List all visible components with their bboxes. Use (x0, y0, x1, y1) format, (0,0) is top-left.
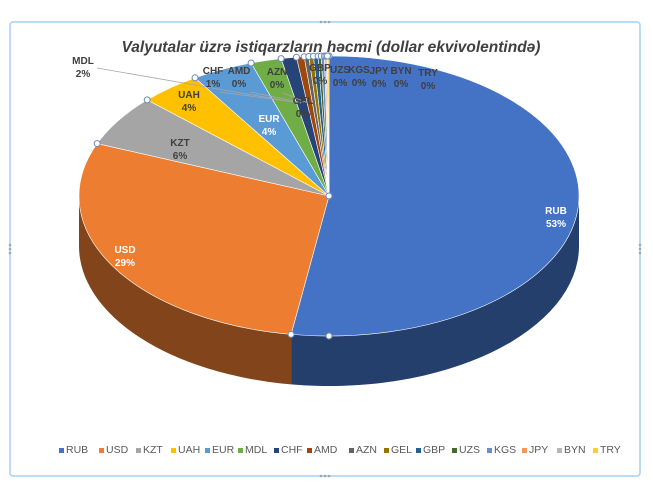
legend-swatch-kgs (487, 448, 492, 453)
legend-swatch-mdl (238, 448, 243, 453)
slice-handle-usd[interactable] (287, 330, 295, 338)
slice-handle-kzt[interactable] (93, 140, 101, 148)
data-label-name-azn: AZN (267, 67, 288, 78)
legend-label-kzt: KZT (143, 444, 163, 456)
legend-swatch-amd (307, 448, 312, 453)
legend-swatch-uah (171, 448, 176, 453)
legend-swatch-gel (384, 448, 389, 453)
slice-rub[interactable] (290, 55, 580, 337)
leader-line-amd (249, 91, 305, 104)
data-label-name-usd: USD (114, 245, 135, 256)
data-label-name-gel: GEL (293, 96, 314, 107)
data-label-value-eur: 4% (262, 127, 277, 138)
data-label-value-try: 0% (421, 81, 436, 92)
legend-label-uzs: UZS (459, 444, 480, 456)
legend-label-jpy: JPY (529, 444, 548, 456)
legend-label-byn: BYN (564, 444, 586, 456)
data-label-value-mdl: 2% (76, 69, 91, 80)
data-label-name-byn: BYN (390, 66, 411, 77)
slice-handle-bottom[interactable] (325, 332, 333, 340)
data-label-value-kzt: 6% (173, 151, 188, 162)
data-label-value-kgs: 0% (352, 78, 367, 89)
legend-label-azn: AZN (356, 444, 377, 456)
legend-label-eur: EUR (212, 444, 235, 456)
legend-label-gbp: GBP (423, 444, 445, 456)
leader-line-azn (282, 92, 309, 104)
data-label-value-chf: 1% (206, 79, 221, 90)
data-label-value-azn: 0% (270, 80, 285, 91)
legend-swatch-uzs (452, 448, 457, 453)
slice-handle-eur[interactable] (191, 74, 199, 82)
data-label-name-mdl: MDL (72, 56, 94, 67)
legend-label-mdl: MDL (245, 444, 267, 456)
data-label-name-jpy: JPY (370, 66, 389, 77)
slice-handle-chf[interactable] (277, 55, 285, 63)
data-label-name-eur: EUR (258, 114, 280, 125)
data-label-value-jpy: 0% (372, 79, 387, 90)
leader-lines (96, 67, 309, 104)
data-label-value-uzs: 0% (333, 78, 348, 89)
legend-swatch-eur (205, 448, 210, 453)
legend-label-uah: UAH (178, 444, 200, 456)
legend-swatch-usd (99, 448, 104, 453)
data-label-value-gel: 0% (296, 109, 311, 120)
slice-handle-mdl[interactable] (247, 59, 255, 67)
chart-title: Valyutalar üzrə istiqarzların həcmi (dol… (122, 39, 541, 56)
slice-side-rub[interactable] (291, 196, 579, 386)
resize-handles[interactable] (8, 20, 642, 478)
legend-swatch-jpy (522, 448, 527, 453)
legend-label-kgs: KGS (494, 444, 516, 456)
data-label-name-amd: AMD (228, 66, 251, 77)
data-label-name-uah: UAH (178, 90, 200, 101)
legend-swatch-byn (557, 448, 562, 453)
data-labels: RUB 53% USD 29% KZT 6% UAH 4% EUR 4% MDL 2% CHF 1% AMD… (72, 56, 567, 269)
legend-swatch-gbp (416, 448, 421, 453)
data-label-name-gbp: GBP (309, 63, 331, 74)
legend-swatch-rub (59, 448, 64, 453)
data-label-value-byn: 0% (394, 79, 409, 90)
slice-handle-uah[interactable] (143, 96, 151, 104)
leader-line-mdl (96, 67, 300, 104)
data-label-name-kzt: KZT (170, 138, 189, 149)
data-label-name-uzs: UZS (330, 65, 350, 76)
data-label-name-try: TRY (418, 68, 438, 79)
legend-label-usd: USD (106, 444, 129, 456)
slice-side-usd[interactable] (79, 196, 292, 385)
legend: RUB USD KZT UAH EUR MDL CHF AMD AZN GEL GBP UZS KGS J… (59, 444, 621, 456)
data-label-value-uah: 4% (182, 103, 197, 114)
data-label-value-usd: 29% (115, 258, 135, 269)
legend-swatch-azn (349, 448, 354, 453)
legend-label-try: TRY (600, 444, 621, 456)
legend-label-rub: RUB (66, 444, 88, 456)
data-label-value-rub: 53% (546, 219, 566, 230)
legend-label-amd: AMD (314, 444, 338, 456)
pie-top-layer (78, 52, 580, 340)
pie-depth-layer (79, 196, 579, 386)
legend-swatch-try (593, 448, 598, 453)
slice-usd[interactable] (78, 143, 330, 335)
legend-swatch-chf (274, 448, 279, 453)
slice-handle-amd[interactable] (292, 53, 300, 61)
legend-label-chf: CHF (281, 444, 303, 456)
data-label-name-rub: RUB (545, 206, 567, 217)
data-label-name-kgs: KGS (348, 65, 370, 76)
leader-line-chf (219, 91, 302, 104)
data-label-value-gbp: 0% (313, 76, 328, 87)
data-label-value-amd: 0% (232, 79, 247, 90)
pie-center-handle[interactable] (325, 192, 333, 200)
legend-label-gel: GEL (391, 444, 412, 456)
legend-swatch-kzt (136, 448, 141, 453)
data-label-name-chf: CHF (203, 66, 224, 77)
slice-handle-try[interactable] (323, 52, 331, 60)
